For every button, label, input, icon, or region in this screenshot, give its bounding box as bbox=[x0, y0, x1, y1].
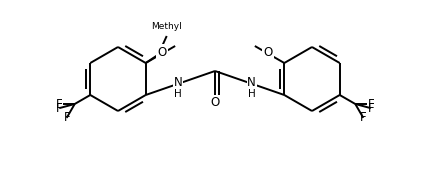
Text: O: O bbox=[157, 44, 166, 57]
Text: F: F bbox=[360, 111, 367, 124]
Text: O: O bbox=[263, 47, 272, 60]
Text: F: F bbox=[368, 102, 374, 115]
Text: H: H bbox=[175, 89, 182, 99]
Text: N: N bbox=[174, 76, 183, 89]
Text: N: N bbox=[247, 76, 256, 89]
Text: H: H bbox=[248, 89, 255, 99]
Text: F: F bbox=[55, 97, 62, 110]
Text: F: F bbox=[63, 111, 70, 124]
Text: O: O bbox=[158, 47, 167, 60]
Text: F: F bbox=[368, 97, 375, 110]
Text: O: O bbox=[210, 95, 220, 109]
Text: Methyl: Methyl bbox=[151, 22, 182, 31]
Text: F: F bbox=[56, 102, 62, 115]
